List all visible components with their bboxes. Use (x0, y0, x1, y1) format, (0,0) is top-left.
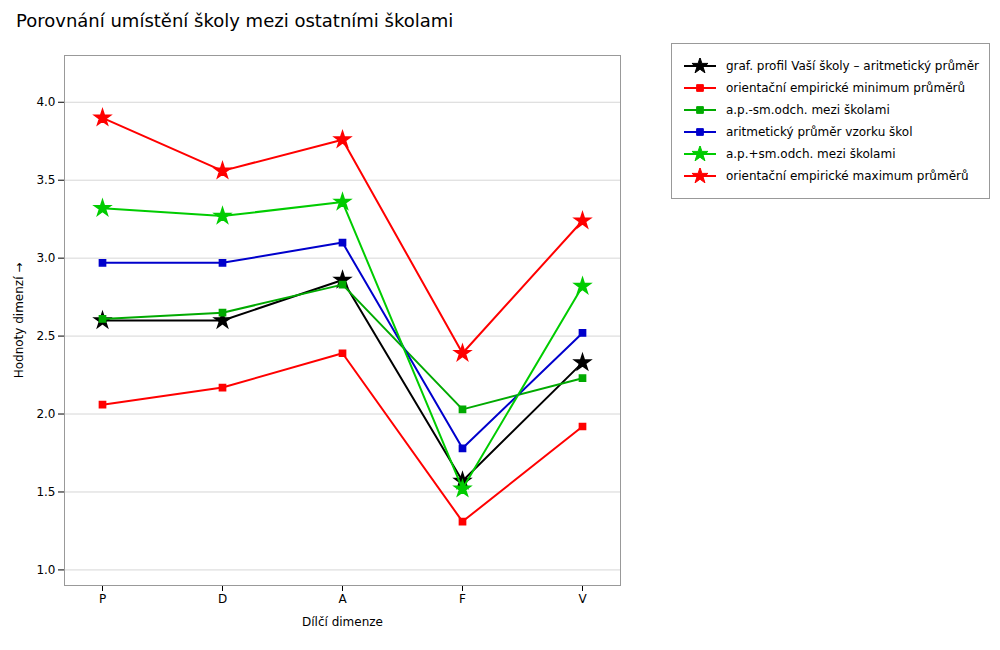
svg-text:4.0: 4.0 (36, 95, 55, 109)
html-text:orientační empirické maximum p: orientační empirické maximum průměrů (725, 169, 969, 183)
svg-text:2.5: 2.5 (36, 329, 55, 343)
svg-text:F: F (459, 592, 466, 606)
html-text:a.p.-sm.odch. mezi školami: a.p.-sm.odch. mezi školami (725, 103, 890, 117)
svg-text:A: A (338, 592, 347, 606)
svg-text:3.0: 3.0 (36, 251, 55, 265)
svg-text:D: D (218, 592, 227, 606)
svg-text:Dílčí dimenze: Dílčí dimenze (302, 615, 383, 629)
html-text:orientační empirické minimum p: orientační empirické minimum průměrů (725, 81, 966, 95)
svg-text:1.0: 1.0 (36, 563, 55, 577)
svg-text:V: V (578, 592, 587, 606)
html-text:graf. profil Vaší školy – arit: graf. profil Vaší školy – aritmetický pr… (725, 59, 979, 73)
svg-text:P: P (99, 592, 106, 606)
svg-text:2.0: 2.0 (36, 407, 55, 421)
html-text:a.p.+sm.odch. mezi školami: a.p.+sm.odch. mezi školami (725, 147, 896, 161)
svg-text:3.5: 3.5 (36, 173, 55, 187)
html-text:Porovnání umístění školy mezi: Porovnání umístění školy mezi ostatními … (16, 10, 454, 31)
html-text:aritmetický průměr vzorku škol: aritmetický průměr vzorku škol (725, 125, 913, 139)
svg-text:Hodnoty dimenzí →: Hodnoty dimenzí → (12, 263, 26, 379)
svg-text:1.5: 1.5 (36, 485, 55, 499)
